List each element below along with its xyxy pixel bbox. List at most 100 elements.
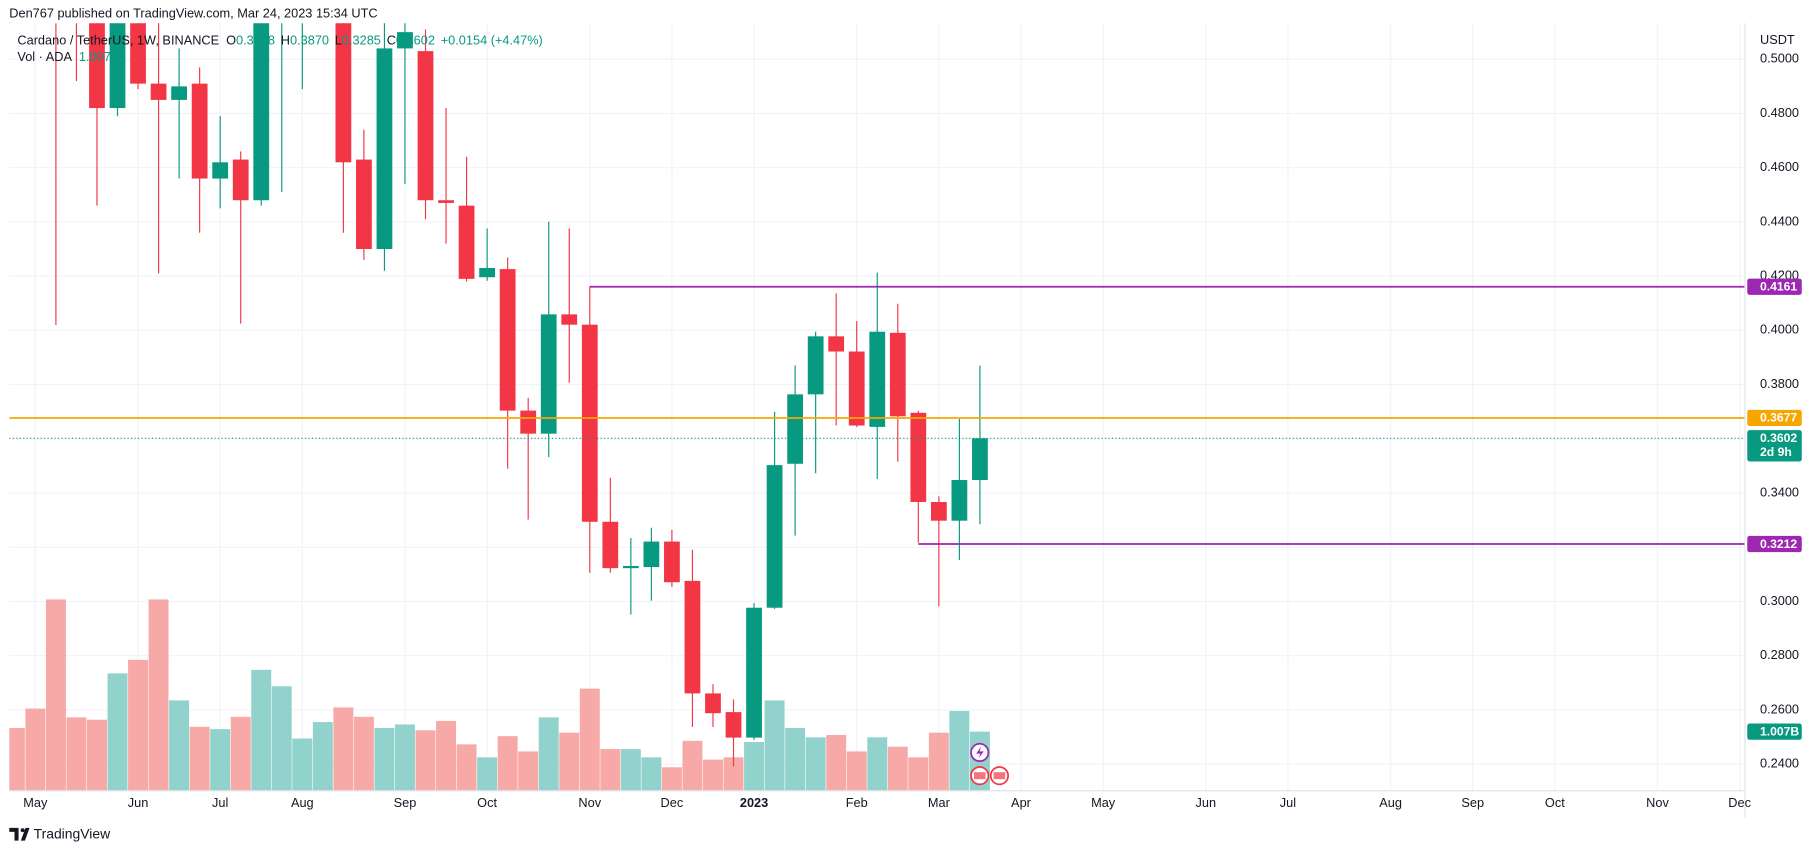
y-tick-label: 0.3000	[1760, 593, 1799, 608]
candle-body	[869, 331, 886, 427]
candle-body	[807, 336, 824, 395]
x-tick-label: Oct	[477, 795, 497, 810]
legend-line: Cardano / TetherUS, 1W, BINANCE O0.3448 H0…	[17, 33, 542, 48]
candle-body	[664, 541, 680, 583]
volume-bar	[518, 751, 539, 791]
currency-label: USDT	[1760, 32, 1795, 47]
volume-bar	[128, 659, 149, 791]
candle-body	[705, 693, 721, 714]
volume-bar	[826, 734, 847, 791]
candle-body	[581, 324, 598, 522]
candle-body	[725, 712, 742, 738]
x-tick-label: May	[1091, 795, 1116, 810]
candle-body	[191, 83, 208, 179]
y-tick-label: 0.2400	[1760, 756, 1799, 771]
volume-badge-label: 1.007B	[1760, 724, 1799, 738]
legend-value: 0.3602	[396, 33, 435, 48]
candle-body	[951, 480, 968, 521]
candle-body	[828, 336, 845, 352]
candle-body	[150, 83, 167, 100]
volume-bar	[353, 716, 374, 791]
legend-value: 0.3870	[290, 33, 329, 48]
x-tick-label: Jun	[128, 795, 149, 810]
volume-bar	[148, 599, 169, 791]
y-tick-label: 0.3800	[1760, 376, 1799, 391]
volume-bar	[456, 744, 477, 791]
candle-body	[622, 565, 639, 569]
y-tick-label: 0.4800	[1760, 105, 1799, 120]
y-tick-label: 0.3400	[1760, 484, 1799, 499]
y-tick-label: 0.2600	[1760, 701, 1799, 716]
candle-body	[376, 48, 393, 250]
volume-bar	[333, 707, 354, 791]
y-tick-label: 0.4600	[1760, 159, 1799, 174]
x-tick-label: 2023	[740, 795, 768, 810]
candle-body	[356, 159, 372, 250]
logo-glyph	[9, 827, 30, 841]
y-tick-label: 0.5000	[1760, 51, 1799, 66]
candle-body	[972, 438, 988, 481]
volume-bar	[251, 669, 272, 791]
volume-bar	[908, 757, 929, 791]
candle-body	[417, 51, 434, 201]
x-tick-label: Sep	[394, 795, 417, 810]
volume-badge	[1747, 723, 1802, 740]
legend-key: C	[387, 33, 396, 48]
candle-body	[848, 351, 865, 426]
volume-bar	[189, 726, 210, 791]
x-tick-label: Aug	[291, 795, 314, 810]
volume-bar	[477, 757, 498, 791]
axes: 0.50000.48000.46000.44000.42000.40000.38…	[23, 51, 1799, 810]
candle-body	[910, 412, 927, 502]
event-icons	[970, 742, 1010, 786]
volume-bar	[436, 720, 457, 791]
x-tick-label: Mar	[928, 795, 951, 810]
volume-bar	[682, 740, 703, 791]
x-tick-label: Jul	[1280, 795, 1296, 810]
candle-body	[479, 268, 495, 278]
x-tick-label: Jun	[1196, 795, 1217, 810]
countdown-label: 2d 9h	[1760, 445, 1792, 459]
level-badge-label: 0.4161	[1760, 280, 1797, 294]
volume-bar	[374, 727, 395, 791]
volume-bar	[846, 751, 867, 791]
last-price-label: 0.3602	[1760, 431, 1797, 445]
candle-body	[787, 394, 804, 464]
candles	[55, 23, 988, 767]
legend-title: Cardano / TetherUS, 1W, BINANCE	[17, 33, 219, 48]
candle-body	[499, 269, 516, 411]
x-tick-label: Apr	[1011, 795, 1032, 810]
volume-pane	[9, 599, 990, 791]
level-badge-label: 0.3677	[1760, 411, 1797, 425]
candle-body	[253, 23, 270, 201]
volume-bar	[415, 730, 436, 791]
candle-body	[171, 86, 187, 100]
level-badge	[1747, 535, 1802, 553]
candle-body	[438, 200, 454, 203]
volume-bar	[497, 736, 518, 791]
volume-bar	[9, 727, 25, 791]
candle-body	[766, 465, 783, 608]
x-tick-label: Sep	[1461, 795, 1484, 810]
volume-bar	[744, 742, 765, 791]
volume-bar	[723, 757, 744, 791]
candle-body	[561, 314, 578, 325]
y-tick-label: 0.4400	[1760, 213, 1799, 228]
candle-body	[397, 32, 413, 49]
volume-bar	[395, 724, 415, 791]
candle-body	[930, 501, 947, 521]
candle-body	[335, 23, 352, 163]
candle-body	[602, 521, 619, 569]
x-tick-label: Feb	[846, 795, 868, 810]
candle-body	[746, 607, 762, 738]
volume-bar	[805, 737, 826, 791]
legend-change: +0.0154 (+4.47%)	[441, 33, 543, 48]
logo-dot	[20, 828, 25, 833]
legend-key: L	[335, 33, 342, 48]
publisher-header: Den767 published on TradingView.com, Mar…	[9, 5, 377, 20]
volume-bar	[785, 727, 806, 791]
level-badge	[1747, 409, 1802, 427]
volume-bar	[25, 708, 46, 791]
